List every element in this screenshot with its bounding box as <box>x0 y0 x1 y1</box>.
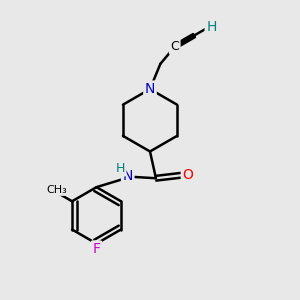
Text: F: F <box>92 242 101 256</box>
Text: H: H <box>206 20 217 34</box>
Text: C: C <box>170 40 179 53</box>
Text: N: N <box>122 169 133 183</box>
Text: H: H <box>116 162 125 175</box>
Text: O: O <box>182 168 193 182</box>
Text: N: N <box>145 82 155 96</box>
Text: CH₃: CH₃ <box>46 184 67 194</box>
